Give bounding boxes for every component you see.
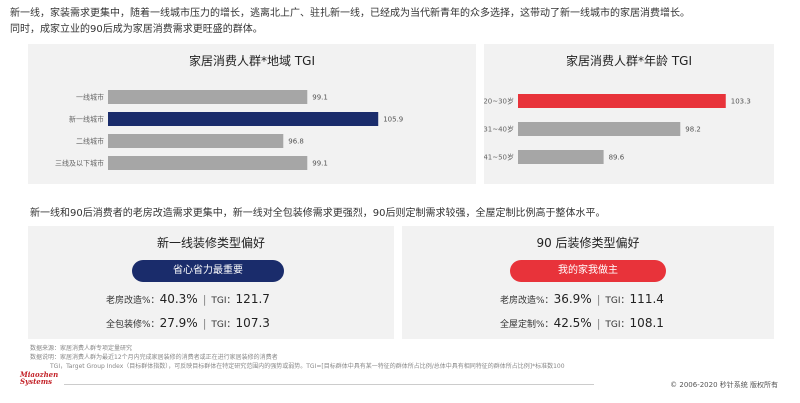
summary-text: 新一线和90后消费者的老房改造需求更集中，新一线对全包装修需求更强烈，90后则定…: [30, 208, 606, 219]
region-bar: [108, 134, 284, 148]
intro-text: 新一线，家装需求更集中，随着一线城市压力的增长，逃离北上广、驻扎新一线，已经成为…: [10, 6, 790, 38]
age-value-label: 103.3: [731, 98, 751, 106]
age-category-label: 20~30岁: [484, 97, 514, 106]
region-value-label: 96.8: [288, 138, 304, 146]
footer-divider: [64, 384, 594, 385]
note-definition: 数据说明：家居消费人群为最近12个月内完成家居装修的消费者或正在进行家居装修的消…: [30, 354, 278, 361]
age-category-label: 41~50岁: [484, 153, 514, 162]
post90s-preference-title: 90 后装修类型偏好: [536, 236, 640, 250]
stat-tgi-label: TGI：: [605, 296, 630, 306]
post90s-stat-custom: 全屋定制%：42.5% | TGI：108.1: [500, 316, 664, 330]
stat-tgi-label: TGI：: [211, 320, 236, 330]
stat-tgi-value: 108.1: [629, 316, 664, 330]
logo-line-2: Systems: [20, 377, 53, 386]
brand-logo: Miaozhen Systems: [20, 371, 58, 385]
new-tier1-stat-full-package: 全包装修%：27.9% | TGI：107.3: [106, 316, 270, 330]
region-bar: [108, 156, 308, 170]
region-value-label: 105.9: [383, 116, 403, 124]
region-category-label: 二线城市: [76, 137, 104, 146]
stat-tgi-label: TGI：: [605, 320, 630, 330]
age-value-label: 98.2: [685, 126, 701, 134]
region-tgi-panel: 家居消费人群*地域 TGI 一线城市 99.1 新一线城市 105.9 二线城市 96.8…: [28, 44, 476, 184]
age-chart-title: 家居消费人群*年龄 TGI: [566, 54, 692, 68]
stat-label: 全包装修%：: [106, 320, 160, 330]
age-tgi-panel: 家居消费人群*年龄 TGI 20~30岁 103.3 31~40岁 98.2 41~50…: [484, 44, 774, 184]
intro-line-2: 同时，成家立业的90后成为家居消费需求更旺盛的群体。: [10, 24, 263, 35]
region-chart-title: 家居消费人群*地域 TGI: [189, 54, 315, 68]
age-tgi-chart: 20~30岁 103.3 31~40岁 98.2 41~50岁 89.6: [484, 94, 751, 164]
region-bar: [108, 90, 308, 104]
age-bar: [518, 94, 726, 108]
stat-percent: 36.9%: [553, 292, 592, 306]
logo-line-1: Miaozhen: [20, 370, 59, 379]
stat-tgi-value: 121.7: [235, 292, 270, 306]
post90s-tagline-badge: 我的家我做主: [510, 260, 666, 282]
age-category-label: 31~40岁: [484, 125, 514, 134]
age-bar: [518, 122, 681, 136]
data-notes: 数据来源：家居消费人群专项定量研究 数据说明：家居消费人群为最近12个月内完成家…: [30, 344, 750, 371]
region-category-label: 三线及以下城市: [55, 159, 104, 168]
new-tier1-preference-title: 新一线装修类型偏好: [156, 236, 265, 250]
age-bar: [518, 150, 604, 164]
region-tgi-chart: 一线城市 99.1 新一线城市 105.9 二线城市 96.8 三线及以下城市 99.1: [55, 90, 403, 170]
stat-tgi-value: 111.4: [629, 292, 664, 306]
new-tier1-preference-panel: 新一线装修类型偏好 省心省力最重要 老房改造%：40.3% | TGI：121.7 …: [28, 226, 394, 339]
region-value-label: 99.1: [312, 94, 328, 102]
note-source: 数据来源：家居消费人群专项定量研究: [30, 345, 133, 352]
stat-percent: 40.3%: [159, 292, 198, 306]
intro-line-1: 新一线，家装需求更集中，随着一线城市压力的增长，逃离北上广、驻扎新一线，已经成为…: [10, 8, 690, 19]
stat-tgi-label: TGI：: [211, 296, 236, 306]
post90s-stat-renovation: 老房改造%：36.9% | TGI：111.4: [500, 292, 664, 306]
note-tgi: TGI，Target Group Index（目标群体指数），可反映目标群体在特…: [50, 363, 565, 370]
new-tier1-stat-renovation: 老房改造%：40.3% | TGI：121.7: [106, 292, 270, 306]
region-category-label: 新一线城市: [69, 115, 104, 124]
post90s-preference-panel: 90 后装修类型偏好 我的家我做主 老房改造%：36.9% | TGI：111.4 …: [402, 226, 774, 339]
stat-label: 老房改造%：: [106, 296, 160, 306]
region-bar: [108, 112, 379, 126]
stat-label: 全屋定制%：: [500, 320, 554, 330]
region-category-label: 一线城市: [76, 93, 104, 102]
stat-percent: 42.5%: [553, 316, 592, 330]
stat-label: 老房改造%：: [500, 296, 554, 306]
region-value-label: 99.1: [312, 160, 328, 168]
copyright-text: © 2006-2020 秒针系统 版权所有: [670, 381, 778, 389]
stat-percent: 27.9%: [159, 316, 198, 330]
new-tier1-tagline-badge: 省心省力最重要: [132, 260, 284, 282]
stat-tgi-value: 107.3: [235, 316, 270, 330]
age-value-label: 89.6: [609, 154, 625, 162]
